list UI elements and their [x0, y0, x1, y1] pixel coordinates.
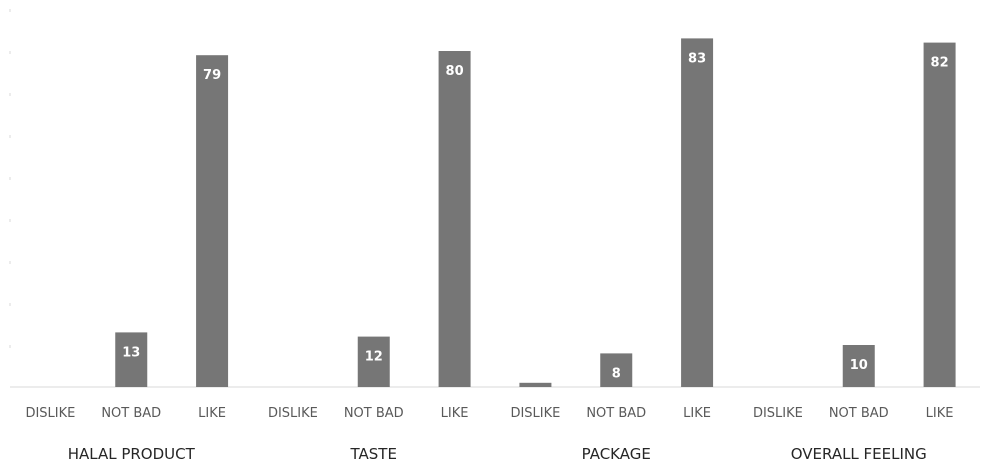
x-tick-label: DISLIKE [510, 406, 560, 421]
data-label: 12 [365, 350, 383, 365]
group-label: PACKAGE [582, 445, 651, 463]
bar [438, 51, 471, 387]
data-label: 83 [688, 51, 706, 66]
x-tick-label: LIKE [441, 406, 469, 421]
x-tick-label: NOT BAD [101, 406, 161, 421]
x-tick-label: LIKE [198, 406, 226, 421]
x-tick-label: NOT BAD [586, 406, 646, 421]
bar [115, 332, 148, 387]
bar [357, 336, 390, 387]
data-label: 10 [850, 358, 868, 373]
x-tick-label: LIKE [683, 406, 711, 421]
bar-group [519, 38, 714, 388]
x-tick-label: DISLIKE [25, 406, 75, 421]
bar [842, 345, 875, 387]
group-label: TASTE [350, 445, 397, 463]
x-tick-label: NOT BAD [829, 406, 889, 421]
bar [681, 38, 714, 388]
bar [600, 353, 633, 387]
bar-group [115, 55, 229, 387]
x-tick-label: NOT BAD [344, 406, 404, 421]
data-label: 80 [446, 64, 464, 79]
x-tick-label: DISLIKE [268, 406, 318, 421]
bar [923, 42, 956, 387]
data-label: 8 [612, 366, 621, 381]
data-label: 82 [931, 56, 949, 71]
bar [196, 55, 229, 387]
data-label: 13 [122, 345, 140, 360]
group-label: OVERALL FEELING [791, 445, 927, 463]
x-tick-label: LIKE [926, 406, 954, 421]
group-label: HALAL PRODUCT [68, 445, 196, 463]
x-tick-label: DISLIKE [753, 406, 803, 421]
bar-group [842, 42, 956, 387]
bar [519, 382, 552, 387]
bar-group [357, 51, 471, 387]
data-label: 79 [203, 68, 221, 83]
